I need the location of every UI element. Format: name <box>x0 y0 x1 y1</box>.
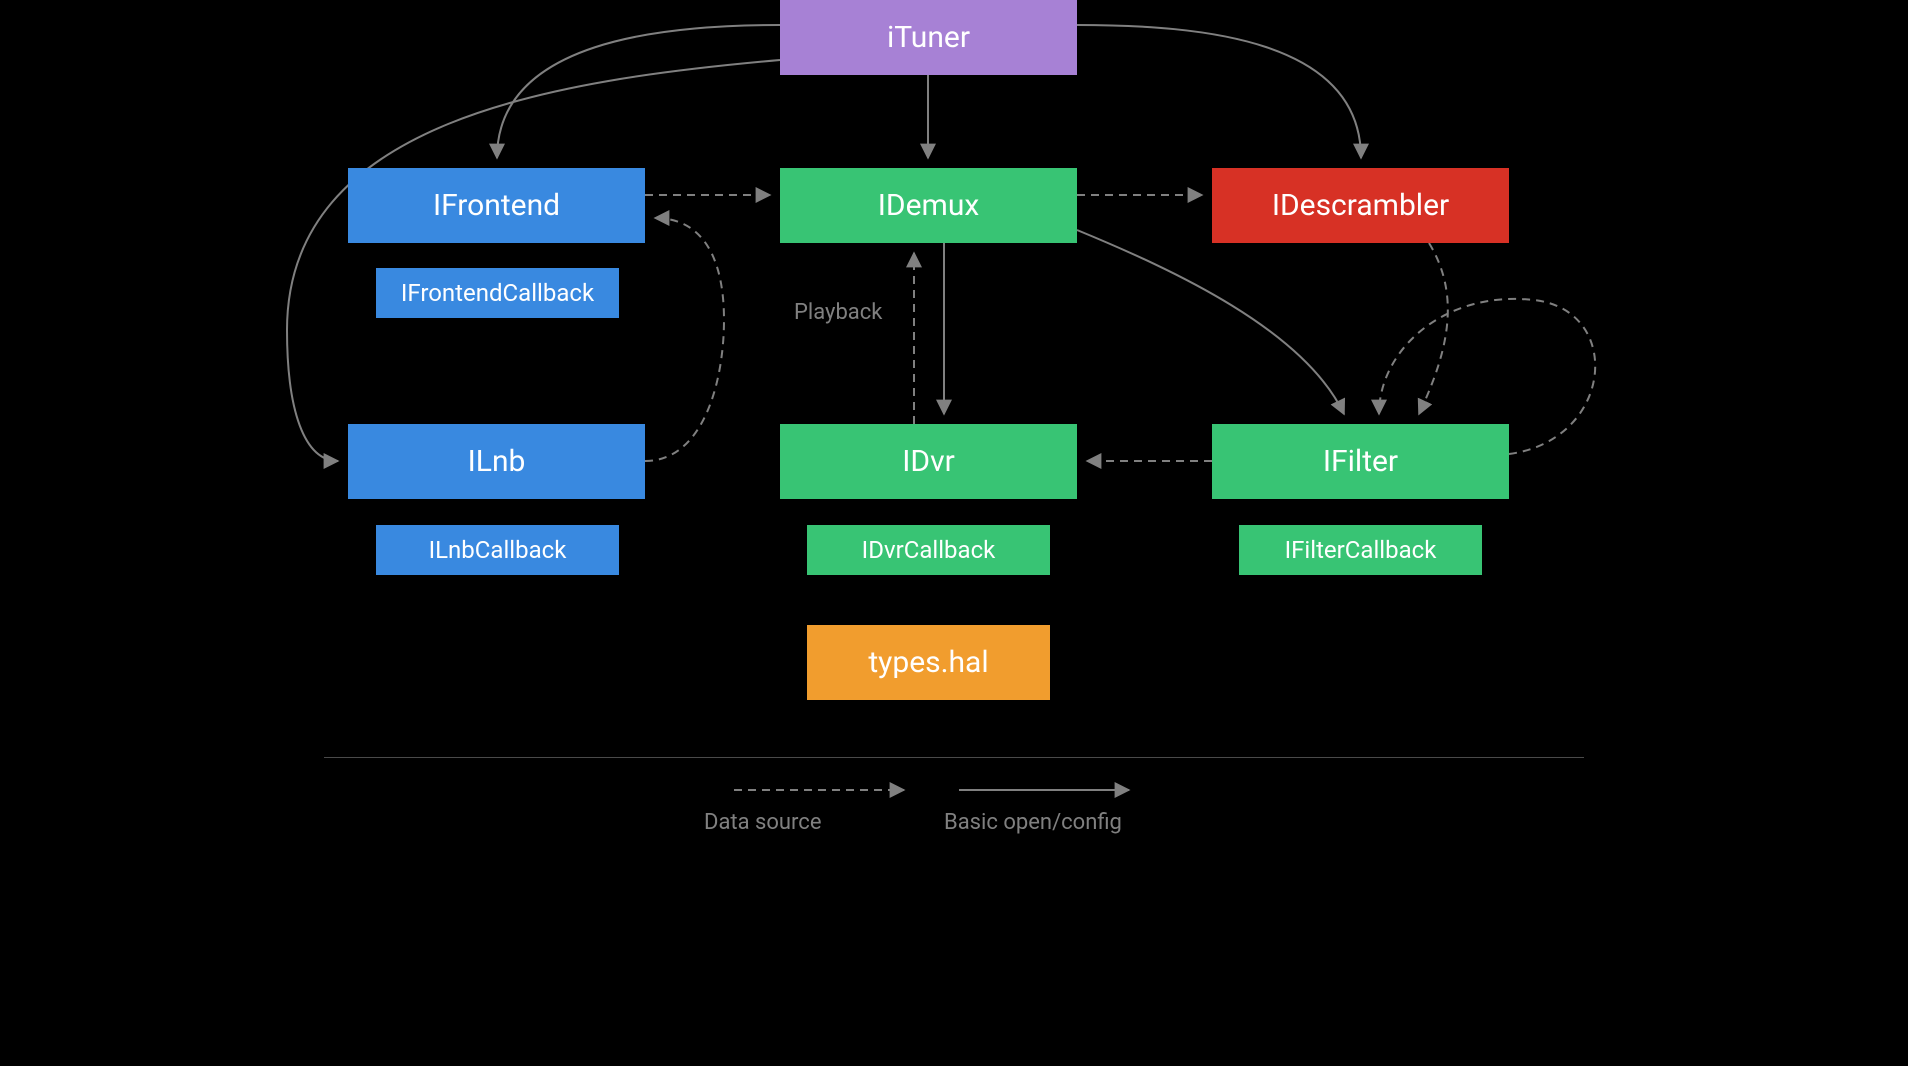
node-label: IDvrCallback <box>862 536 996 564</box>
node-label: IFrontend <box>433 188 560 223</box>
edge-idemux-ifilter <box>1077 230 1344 414</box>
node-idvr: IDvr <box>780 424 1077 499</box>
node-label: types.hal <box>868 645 988 680</box>
node-idvrcb: IDvrCallback <box>807 525 1050 575</box>
node-ituner: iTuner <box>780 0 1077 75</box>
node-ilnbcb: ILnbCallback <box>376 525 619 575</box>
node-label: ILnbCallback <box>429 536 567 564</box>
node-typeshal: types.hal <box>807 625 1050 700</box>
node-idescrambler: IDescrambler <box>1212 168 1509 243</box>
node-label: IFilter <box>1323 444 1398 479</box>
node-idemux: IDemux <box>780 168 1077 243</box>
edges-layer <box>204 0 1704 840</box>
node-label: IDemux <box>878 188 979 223</box>
edge-ilnb-ifrontend <box>645 218 724 461</box>
node-ifrontendcb: IFrontendCallback <box>376 268 619 318</box>
edge-label: Playback <box>794 300 882 325</box>
node-label: IDescrambler <box>1272 188 1449 223</box>
edge-ituner-ifrontend <box>497 25 780 158</box>
node-label: ILnb <box>468 444 526 479</box>
edge-ituner-ilnb <box>287 60 780 461</box>
edge-ituner-idescrambler <box>1077 25 1361 158</box>
node-label: iTuner <box>887 20 970 55</box>
node-ilnb: ILnb <box>348 424 645 499</box>
node-ifilter: IFilter <box>1212 424 1509 499</box>
legend-label-solid: Basic open/config <box>944 810 1122 835</box>
node-ifrontend: IFrontend <box>348 168 645 243</box>
node-label: IFrontendCallback <box>401 279 594 307</box>
node-ifiltercb: IFilterCallback <box>1239 525 1482 575</box>
legend-divider <box>324 757 1584 758</box>
node-label: IDvr <box>902 444 955 479</box>
node-label: IFilterCallback <box>1285 536 1437 564</box>
diagram-stage: iTuner IFrontend IFrontendCallback IDemux ID… <box>204 0 1704 840</box>
legend-label-dashed: Data source <box>704 810 822 835</box>
